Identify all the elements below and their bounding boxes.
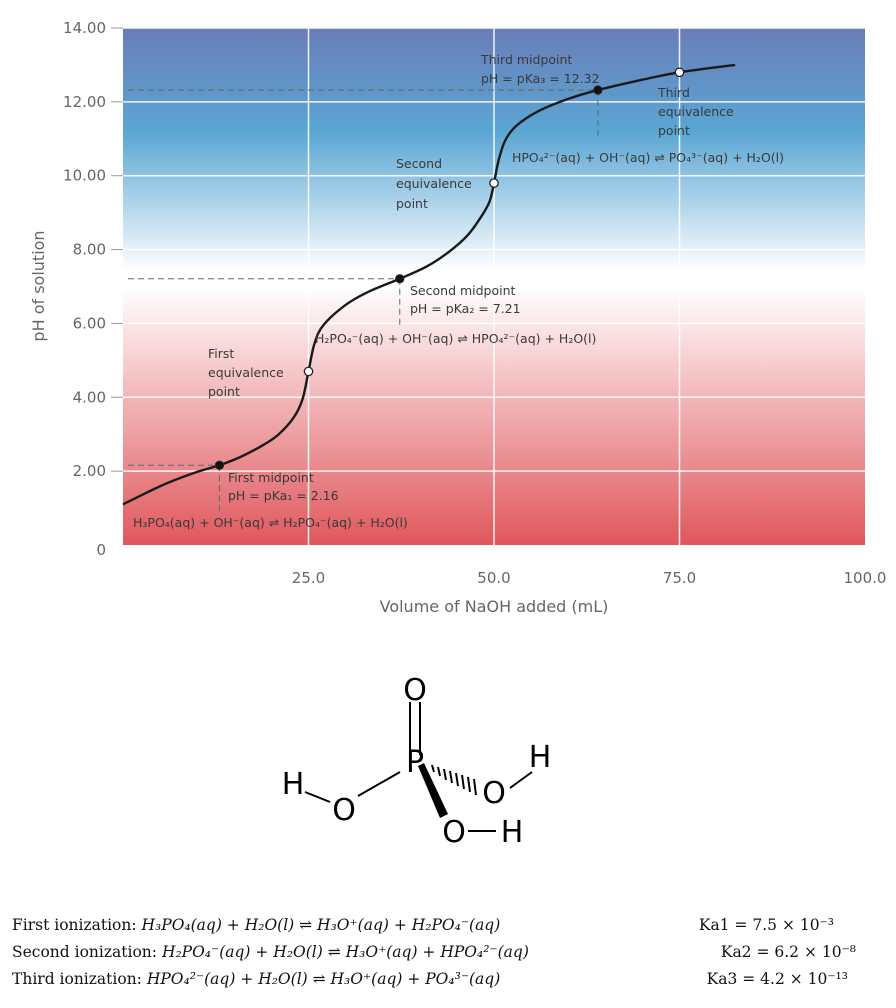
- first-equivalence-label: point: [208, 384, 240, 399]
- second-midpoint-pka: pH = pKa₂ = 7.21: [410, 301, 521, 316]
- ionization-equations: First ionization: H₃PO₄(aq) + H₂O(l) ⇌ H…: [12, 912, 892, 993]
- equation-label: Second ionization:: [12, 943, 157, 961]
- x-tick-label: 100.0: [844, 569, 887, 587]
- third-reaction: HPO₄²⁻(aq) + OH⁻(aq) ⇌ PO₄³⁻(aq) + H₂O(l…: [512, 150, 784, 165]
- titration-chart: 0 2.00 4.00 6.00 8.00 10.00 12.00 14.00 25.0 50.…: [29, 19, 887, 616]
- x-axis-label: Volume of NaOH added (mL): [380, 597, 609, 616]
- second-midpoint-label: Second midpoint: [410, 283, 516, 298]
- equivalence-point: [303, 366, 314, 377]
- atom-p: P: [406, 745, 424, 780]
- first-midpoint-pka: pH = pKa₁ = 2.16: [228, 488, 339, 503]
- midpoint-point: [395, 274, 405, 284]
- atom-o-left: O: [332, 793, 356, 828]
- third-equivalence-label: point: [658, 123, 690, 138]
- equation-row: Second ionization: H₂PO₄⁻(aq) + H₂O(l) ⇌…: [12, 939, 892, 966]
- first-midpoint-label: First midpoint: [228, 470, 314, 485]
- atom-o-double: O: [403, 673, 427, 708]
- equation-reaction: H₂PO₄⁻(aq) + H₂O(l) ⇌ H₃O⁺(aq) + HPO₄²⁻(…: [161, 943, 529, 961]
- third-equivalence-label: Third: [657, 85, 690, 100]
- y-tick-label: 8.00: [73, 241, 106, 259]
- x-tick-labels: 25.0 50.0 75.0 100.0: [292, 569, 887, 587]
- y-tick-label: 6.00: [73, 314, 106, 332]
- y-tick-label: 2.00: [73, 462, 106, 480]
- equivalence-point: [489, 178, 499, 188]
- y-tick-label: 14.00: [63, 19, 106, 37]
- third-midpoint-label: Third midpoint: [480, 52, 572, 67]
- curve-points: [214, 67, 685, 470]
- phosphoric-acid-structure: O P O H O H O H: [282, 673, 552, 850]
- y-axis-label: pH of solution: [29, 230, 48, 341]
- atom-h-bottom: H: [501, 815, 524, 850]
- first-reaction: H₃PO₄(aq) + OH⁻(aq) ⇌ H₂PO₄⁻(aq) + H₂O(l…: [133, 515, 408, 530]
- third-midpoint-pka: pH = pKa₃ = 12.32: [481, 71, 600, 86]
- y-tick-label: 12.00: [63, 93, 106, 111]
- grid: [123, 27, 865, 545]
- atom-h-right: H: [529, 740, 552, 775]
- midpoint-point: [214, 460, 225, 470]
- third-equivalence-label: equivalence: [658, 104, 734, 119]
- equation-label: First ionization:: [12, 916, 137, 934]
- x-tick-label: 50.0: [477, 569, 510, 587]
- equation-reaction: H₃PO₄(aq) + H₂O(l) ⇌ H₃O⁺(aq) + H₂PO₄⁻(a…: [141, 916, 501, 934]
- equation-row: First ionization: H₃PO₄(aq) + H₂O(l) ⇌ H…: [12, 912, 892, 939]
- second-equivalence-label: equivalence: [396, 176, 472, 191]
- second-equivalence-label: Second: [396, 156, 442, 171]
- equation-row: Third ionization: HPO₄²⁻(aq) + H₂O(l) ⇌ …: [12, 966, 892, 993]
- equation-constant: Ka3 = 4.2 × 10⁻¹³: [706, 970, 848, 988]
- equation-reaction: HPO₄²⁻(aq) + H₂O(l) ⇌ H₃O⁺(aq) + PO₄³⁻(a…: [146, 970, 501, 988]
- guide-lines: [128, 89, 599, 512]
- y-tick-label: 10.00: [63, 167, 106, 185]
- midpoint-point: [593, 85, 603, 95]
- atom-h-left: H: [282, 767, 305, 802]
- atom-o-bottom: O: [442, 815, 466, 850]
- second-reaction: H₂PO₄⁻(aq) + OH⁻(aq) ⇌ HPO₄²⁻(aq) + H₂O(…: [315, 331, 596, 346]
- equivalence-point: [674, 67, 685, 78]
- equation-constant: Ka1 = 7.5 × 10⁻³: [698, 916, 834, 934]
- first-equivalence-label: First: [208, 346, 234, 361]
- y-tick-labels: 0 2.00 4.00 6.00 8.00 10.00 12.00 14.00: [63, 19, 123, 559]
- atom-o-right: O: [482, 776, 506, 811]
- equation-constant: Ka2 = 6.2 × 10⁻⁸: [720, 943, 856, 961]
- y-tick-label: 4.00: [73, 388, 106, 406]
- second-equivalence-label: point: [396, 196, 428, 211]
- y-tick-label: 0: [96, 541, 106, 559]
- first-equivalence-label: equivalence: [208, 365, 284, 380]
- x-tick-label: 25.0: [292, 569, 325, 587]
- x-tick-label: 75.0: [663, 569, 696, 587]
- annotations: First midpoint pH = pKa₁ = 2.16 H₃PO₄(aq…: [133, 52, 784, 530]
- equation-label: Third ionization:: [12, 970, 142, 988]
